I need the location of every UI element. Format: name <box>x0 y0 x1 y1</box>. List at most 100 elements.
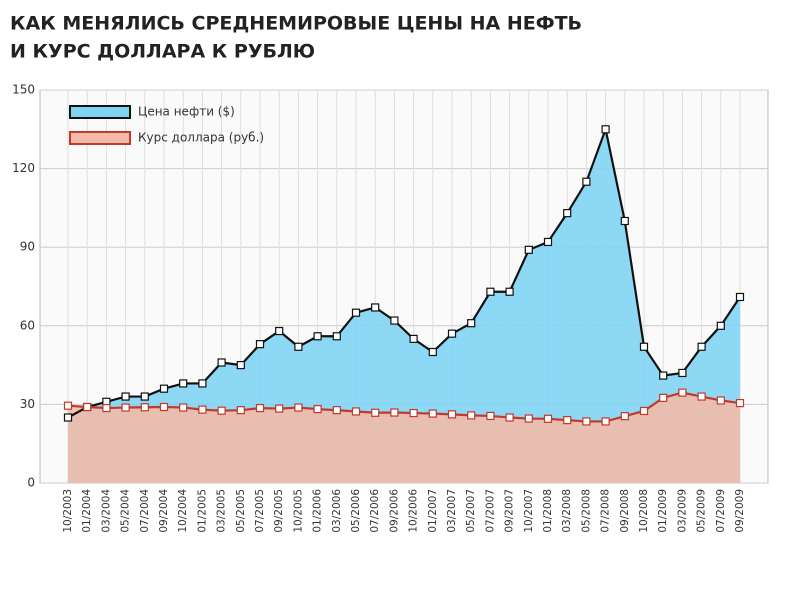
x-tick-label: 05/2006 <box>350 489 362 533</box>
marker <box>351 407 361 416</box>
legend-swatch <box>69 105 131 119</box>
legend-label: Цена нефти ($) <box>138 105 235 119</box>
x-tick-label: 07/2006 <box>369 489 381 533</box>
marker <box>582 417 591 426</box>
marker <box>543 414 553 423</box>
marker <box>63 413 73 422</box>
marker <box>543 237 553 247</box>
marker <box>467 319 476 328</box>
x-tick-label: 07/2009 <box>715 489 727 533</box>
marker <box>563 416 572 425</box>
marker <box>140 392 149 401</box>
x-tick-label: 05/2009 <box>696 489 708 533</box>
x-tick-label: 05/2007 <box>465 489 477 533</box>
marker <box>390 408 399 417</box>
marker <box>467 411 476 420</box>
marker <box>601 417 610 426</box>
chart-title: И КУРС ДОЛЛАРА К РУБЛЮ <box>10 41 315 63</box>
marker <box>563 209 572 218</box>
marker <box>313 332 322 341</box>
marker <box>179 379 188 388</box>
chart-title: КАК МЕНЯЛИСЬ СРЕДНЕМИРОВЫЕ ЦЕНЫ НА НЕФТЬ <box>10 13 582 35</box>
marker <box>236 361 245 370</box>
x-tick-label: 10/2008 <box>638 489 650 533</box>
marker <box>505 287 514 296</box>
marker <box>678 388 687 397</box>
x-tick-label: 07/2007 <box>484 489 496 533</box>
x-tick-label: 05/2004 <box>120 489 132 533</box>
marker <box>255 340 265 349</box>
marker <box>217 406 226 415</box>
x-tick-label: 03/2007 <box>446 489 458 533</box>
marker <box>63 401 73 410</box>
legend-label: Курс доллара (руб.) <box>138 131 264 145</box>
marker <box>447 410 457 419</box>
x-tick-label: 10/2004 <box>177 489 189 533</box>
x-tick-label: 09/2009 <box>734 489 746 533</box>
marker <box>524 245 533 254</box>
x-tick-label: 09/2007 <box>504 489 516 533</box>
marker <box>409 334 418 343</box>
marker <box>678 368 687 378</box>
marker <box>390 316 399 325</box>
marker <box>102 403 111 413</box>
x-tick-label: 05/2005 <box>235 489 247 533</box>
y-tick-label: 150 <box>12 83 35 97</box>
x-tick-label: 03/2005 <box>216 489 228 533</box>
marker <box>179 403 188 412</box>
x-tick-label: 09/2008 <box>619 489 631 533</box>
legend-swatch <box>69 131 131 145</box>
marker <box>351 308 361 317</box>
x-tick-label: 03/2004 <box>100 489 112 533</box>
x-tick-label: 10/2003 <box>62 489 74 533</box>
marker <box>601 125 610 134</box>
y-tick-label: 60 <box>20 318 35 332</box>
x-tick-label: 03/2006 <box>331 489 343 533</box>
marker <box>275 326 284 336</box>
marker <box>486 411 495 421</box>
marker <box>313 405 322 414</box>
marker <box>697 392 706 401</box>
marker <box>716 396 725 405</box>
x-tick-label: 03/2009 <box>676 489 688 533</box>
marker <box>620 216 629 226</box>
y-tick-label: 0 <box>27 476 35 490</box>
marker <box>697 342 706 351</box>
marker <box>332 406 341 415</box>
marker <box>620 412 629 421</box>
marker <box>428 409 437 418</box>
marker <box>716 321 725 330</box>
marker <box>159 384 169 393</box>
area <box>68 129 740 484</box>
x-tick-label: 07/2005 <box>254 489 266 533</box>
x-tick-label: 01/2008 <box>542 489 554 533</box>
y-tick-label: 30 <box>20 397 35 411</box>
marker <box>409 408 418 418</box>
x-tick-label: 10/2007 <box>523 489 535 533</box>
marker <box>659 393 668 402</box>
marker <box>140 403 149 412</box>
marker <box>159 402 169 412</box>
x-tick-label: 10/2006 <box>408 489 420 533</box>
marker <box>83 402 92 412</box>
marker <box>735 398 745 408</box>
y-tick-label: 90 <box>20 240 35 254</box>
y-tick-label: 120 <box>12 161 35 175</box>
x-tick-label: 09/2006 <box>388 489 400 533</box>
x-tick-label: 01/2007 <box>427 489 439 533</box>
x-tick-label: 03/2008 <box>561 489 573 533</box>
marker <box>505 413 514 422</box>
marker <box>121 403 130 412</box>
marker <box>447 329 457 338</box>
marker <box>294 342 303 351</box>
marker <box>486 287 495 296</box>
marker <box>332 332 341 341</box>
marker <box>735 292 745 302</box>
marker <box>659 371 668 380</box>
x-tick-label: 07/2004 <box>139 489 151 533</box>
marker <box>524 414 533 423</box>
marker <box>371 408 380 417</box>
marker <box>236 406 245 415</box>
area <box>68 392 740 483</box>
